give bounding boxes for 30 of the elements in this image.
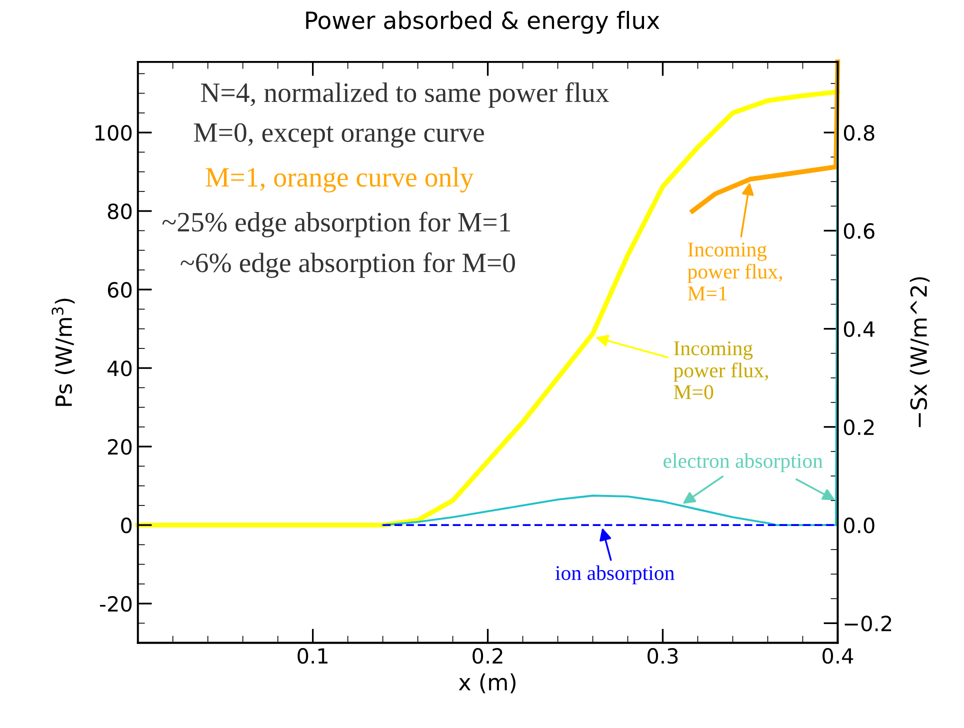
y-tick-label: 100	[96, 124, 132, 141]
y2-tick-label: 0.4	[844, 321, 875, 338]
y2-tick-label: 0.2	[844, 419, 874, 436]
y-tick-label: 0	[121, 518, 132, 534]
y2-axis-title: −Sx (W/m^2)	[910, 277, 930, 428]
y-axis-title: Ps (W/m$^{3}$)	[52, 298, 75, 406]
x-tick-label: 0.2	[472, 648, 502, 664]
y-tick-label: 40	[108, 360, 132, 376]
y2-tick-label: 0.6	[844, 223, 874, 239]
x-tick-label: 0.1	[298, 648, 328, 664]
annotation: N=4, normalized to same power flux	[200, 82, 609, 108]
y-tick-label: 60	[108, 282, 132, 298]
annotation: ~25% edge absorption for M=1	[162, 212, 510, 238]
x-tick-label: 0.3	[648, 648, 678, 664]
y2-tick-label: −0.2	[844, 616, 892, 632]
x-axis-title: x (m)	[458, 673, 516, 694]
y2-tick-label: 0.0	[844, 518, 874, 534]
annotation: Incoming power flux, M=1	[688, 242, 782, 300]
annotation: M=1, orange curve only	[206, 167, 474, 192]
x-tick-label: 0.4	[822, 648, 854, 664]
y-tick-label: 80	[108, 203, 132, 220]
chart-title: Power absorbed & energy flux	[306, 10, 660, 34]
annotation: Incoming power flux, M=0	[674, 341, 768, 400]
y-tick-label: -20	[100, 596, 132, 612]
annotation: ion absorption	[555, 565, 674, 584]
annotation: ~6% edge absorption for M=0	[180, 252, 515, 278]
annotation: M=0, except orange curve	[194, 123, 484, 148]
y2-tick-label: 0.8	[844, 124, 874, 141]
y-tick-label: 20	[108, 439, 132, 455]
annotation: electron absorption	[664, 453, 823, 472]
